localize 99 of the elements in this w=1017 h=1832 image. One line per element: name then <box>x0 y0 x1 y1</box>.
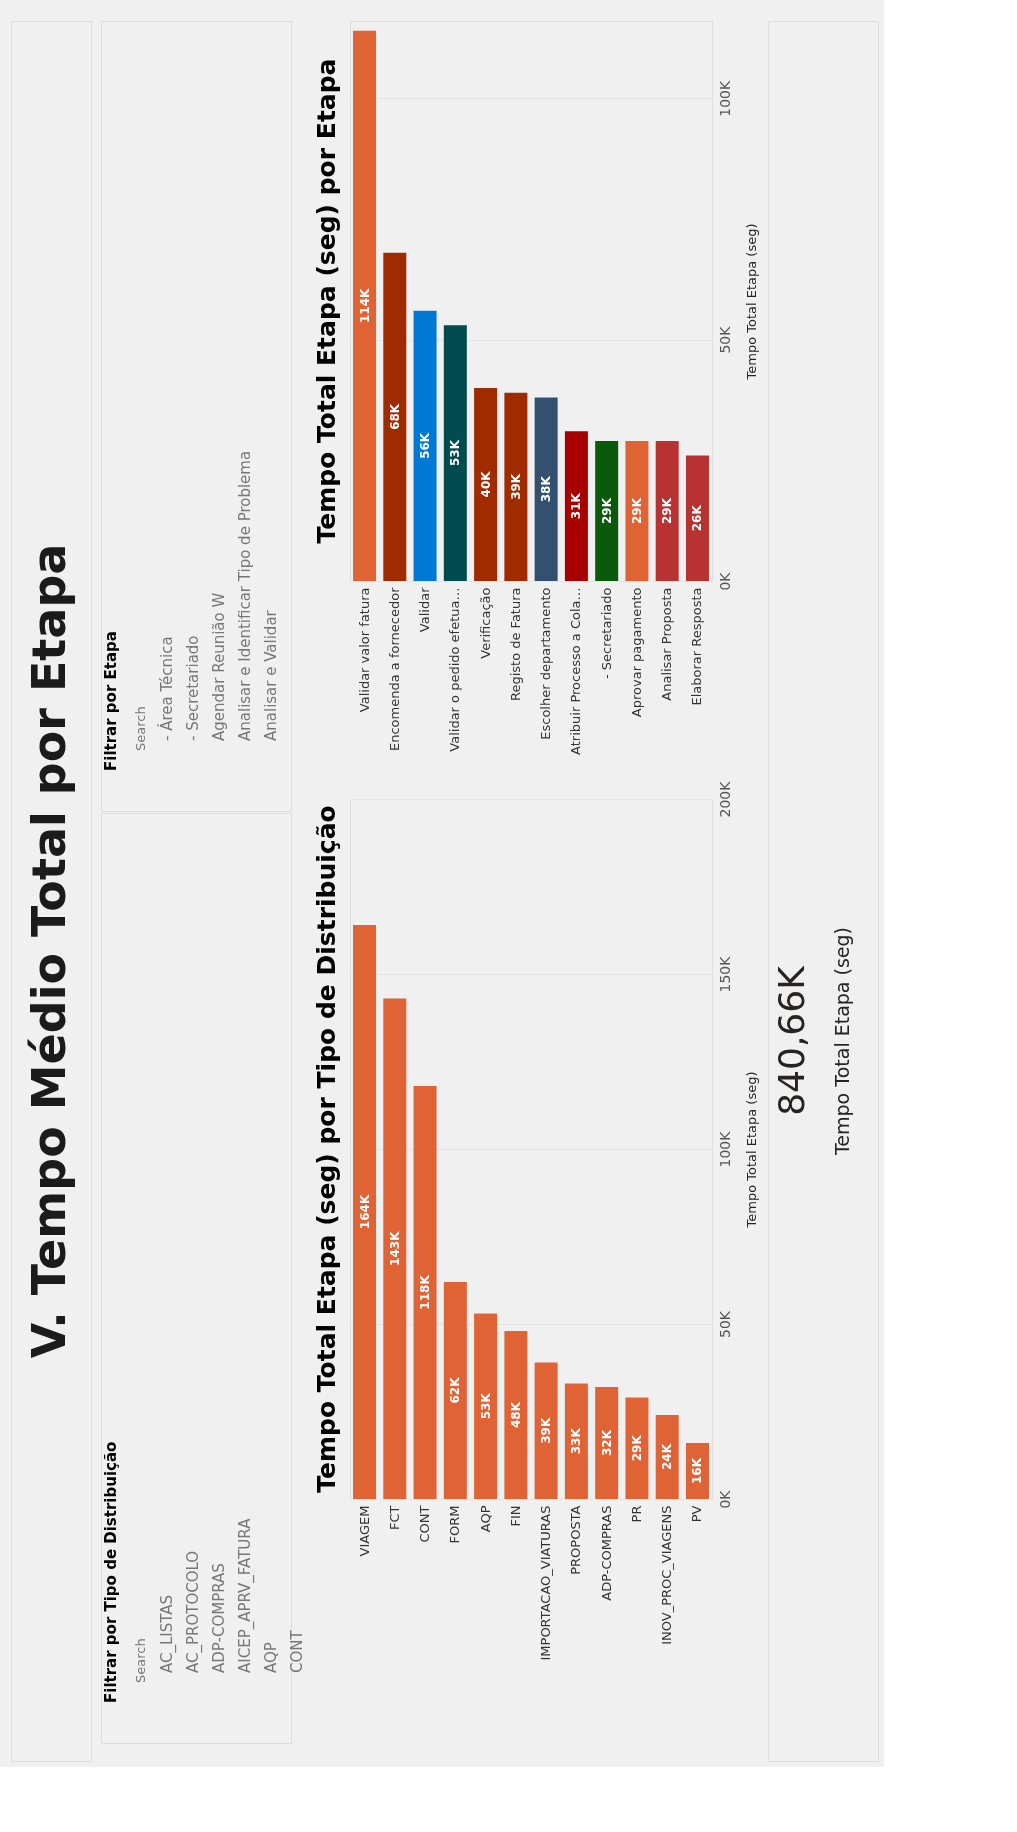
bar <box>443 325 467 581</box>
text: 840,66K <box>771 964 812 1116</box>
x-tick-label: Escolher departamento <box>538 587 554 740</box>
x-tick-label: ADP-COMPRAS <box>598 1505 614 1601</box>
bar <box>474 1313 498 1499</box>
data-label: 40K <box>478 470 493 498</box>
data-label: 24K <box>660 1443 675 1470</box>
bar <box>534 397 558 581</box>
y-tick-label: 200K <box>716 780 733 818</box>
text: Filtrar por Tipo de Distribuição <box>102 1441 120 1703</box>
x-tick-label: FIN <box>507 1505 523 1527</box>
text: - Área Técnica <box>157 636 176 741</box>
bar <box>383 998 407 1499</box>
x-tick-label: FCT <box>386 1505 402 1530</box>
data-label: 39K <box>539 1417 554 1444</box>
x-tick-label: INOV_PROC_VIAGENS <box>659 1505 675 1645</box>
x-tick-label: Validar o pedido efetua… <box>447 587 463 752</box>
data-label: 29K <box>629 1434 644 1462</box>
x-tick-label: FORM <box>447 1505 463 1544</box>
x-tick-label: Analisar Proposta <box>659 587 675 701</box>
bar <box>564 1383 588 1499</box>
x-tick-label: PR <box>628 1505 644 1523</box>
data-label: 48K <box>508 1401 523 1428</box>
x-tick-label: Encomenda a fornecedor <box>386 586 402 751</box>
text: V. Tempo Médio Total por Etapa <box>22 543 76 1359</box>
y-tick-label: 50K <box>716 325 733 354</box>
text: Agendar Reunião W <box>210 592 228 741</box>
bar <box>413 1086 437 1499</box>
text: AC_LISTAS <box>158 1594 177 1673</box>
text: AICEP_APRV_FATURA <box>236 1517 255 1673</box>
bar <box>353 30 377 581</box>
bar <box>655 441 679 581</box>
bar <box>625 441 649 581</box>
data-label: 29K <box>599 497 614 524</box>
bar <box>504 392 528 581</box>
data-label: 53K <box>478 1392 493 1420</box>
bar <box>564 431 588 581</box>
data-label: 26K <box>690 504 705 532</box>
x-tick-label: Validar valor fatura <box>356 587 372 713</box>
text: Tempo Total Etapa (seg) por Tipo de Distribuição <box>312 805 341 1493</box>
y-tick-label: 100K <box>716 79 733 117</box>
text: Filtrar por Etapa <box>102 631 120 771</box>
text: Tempo Total Etapa (seg) <box>831 926 853 1157</box>
y-tick-label: 0K <box>716 1489 733 1509</box>
x-tick-label: PROPOSTA <box>568 1505 584 1575</box>
bar <box>595 1387 619 1499</box>
data-label: 38K <box>539 475 554 503</box>
data-label: 56K <box>418 432 433 459</box>
bar <box>625 1397 649 1499</box>
bar <box>685 455 709 581</box>
bar <box>504 1331 528 1499</box>
data-label: 31K <box>569 492 584 520</box>
bar <box>474 387 498 581</box>
text: Search <box>133 1638 148 1683</box>
x-tick-label: VIAGEM <box>356 1505 372 1557</box>
data-label: 32K <box>599 1429 614 1456</box>
x-tick-label: - Secretariado <box>598 587 614 679</box>
data-label: 29K <box>629 497 644 524</box>
x-tick-label: Elaborar Resposta <box>689 587 705 706</box>
data-label: 29K <box>660 497 675 524</box>
y-tick-label: 100K <box>716 1130 733 1168</box>
data-label: 16K <box>690 1457 705 1484</box>
x-tick-label: CONT <box>417 1505 433 1543</box>
data-label: 68K <box>387 403 402 430</box>
data-label: 53K <box>448 439 463 467</box>
y-axis-title: Tempo Total Etapa (seg) <box>743 1071 759 1229</box>
x-tick-label: Verificação <box>477 587 493 659</box>
y-tick-label: 0K <box>716 571 733 591</box>
text: Analisar e Validar <box>262 609 280 741</box>
x-tick-label: Registo de Fatura <box>507 587 523 702</box>
y-tick-label: 50K <box>716 1310 733 1338</box>
x-tick-label: Aprovar pagamento <box>628 587 644 718</box>
x-tick-label: Validar <box>417 586 433 633</box>
data-label: 39K <box>508 473 523 500</box>
text: Tempo Total Etapa (seg) por Etapa <box>312 58 341 544</box>
bar <box>353 925 377 1499</box>
bar <box>443 1282 467 1499</box>
x-tick-label: Atribuir Processo a Cola… <box>568 587 584 755</box>
data-label: 143K <box>387 1230 402 1266</box>
text: AQP <box>262 1642 280 1673</box>
text: CONT <box>288 1629 306 1673</box>
data-label: 164K <box>357 1194 372 1230</box>
data-label: 33K <box>569 1427 584 1455</box>
y-tick-label: 150K <box>716 955 733 993</box>
data-label: 62K <box>448 1376 463 1404</box>
x-tick-label: PV <box>689 1505 705 1523</box>
bar <box>534 1362 558 1499</box>
text: Analisar e Identificar Tipo de Problema <box>236 450 254 741</box>
bar <box>655 1415 679 1499</box>
text: AC_PROTOCOLO <box>184 1550 203 1673</box>
bar <box>383 252 407 581</box>
bar <box>413 310 437 581</box>
data-label: 118K <box>418 1274 433 1310</box>
text: Search <box>133 706 148 751</box>
x-tick-label: IMPORTACAO_VIATURAS <box>538 1505 554 1661</box>
bar <box>595 441 619 581</box>
data-label: 114K <box>357 287 372 324</box>
x-tick-label: AQP <box>477 1505 493 1533</box>
y-axis-title: Tempo Total Etapa (seg) <box>743 223 759 381</box>
